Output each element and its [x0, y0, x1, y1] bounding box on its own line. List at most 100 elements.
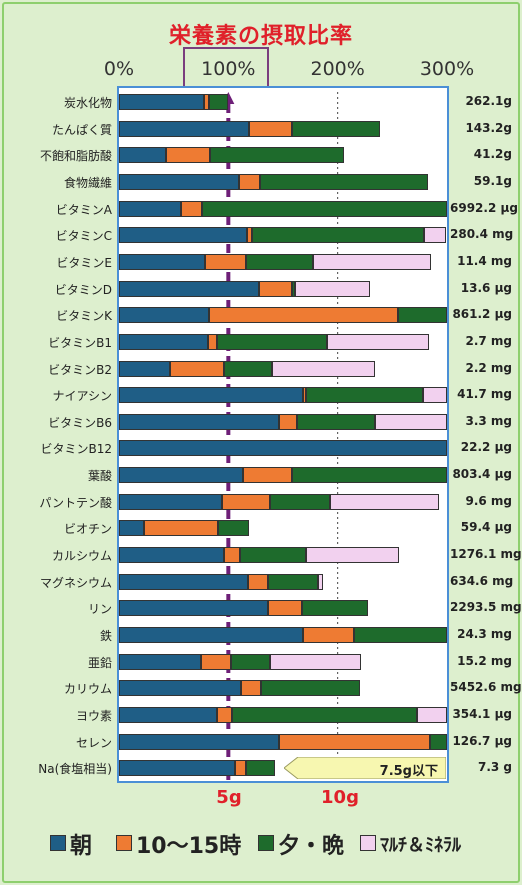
- x-tick-label: 200%: [310, 58, 365, 80]
- amount-label: 861.2 μg: [452, 307, 512, 322]
- bar-segment: [119, 413, 279, 430]
- bar-segment: [119, 760, 235, 777]
- bar-segment: [205, 253, 246, 270]
- amount-label: 354.1 μg: [452, 706, 512, 721]
- amount-label: 9.6 mg: [465, 493, 512, 508]
- amount-label: 1276.1 mg: [450, 547, 522, 562]
- bar-segment: [208, 94, 229, 110]
- category-label: 不飽和脂肪酸: [39, 149, 112, 164]
- amount-label: 3.3 mg: [465, 413, 512, 428]
- bar-segment: [291, 280, 295, 297]
- bar-segment: [354, 627, 447, 643]
- bar-segment: [234, 760, 246, 777]
- x-tick-label: 100%: [201, 58, 256, 80]
- category-label: 亜鉛: [87, 655, 112, 670]
- bar-segment: [119, 280, 259, 297]
- bar-segment: [252, 227, 425, 244]
- bar-segment: [202, 200, 447, 217]
- category-label: ビタミンA: [55, 202, 112, 217]
- bar-segment: [166, 147, 210, 164]
- bar-segment: [397, 307, 447, 324]
- bar-segment: [119, 680, 242, 697]
- amount-label: 24.3 mg: [457, 627, 512, 641]
- amount-label: 5452.6 mg: [450, 680, 522, 695]
- legend-label: 夕・晩: [278, 834, 345, 859]
- legend-swatch: [50, 835, 66, 851]
- category-label: カルシウム: [51, 549, 112, 564]
- bar-segment: [374, 413, 447, 430]
- category-label: 葉酸: [87, 469, 112, 484]
- bar-segment: [170, 360, 224, 377]
- bar-segment: [429, 733, 447, 750]
- bar-segment: [245, 253, 313, 270]
- category-label: ビタミンK: [56, 309, 112, 324]
- bar-segment: [201, 653, 231, 670]
- x-tick-label: 300%: [419, 58, 475, 80]
- gram-5-label: 5g: [216, 787, 242, 808]
- bar-segment: [305, 547, 399, 564]
- amount-label: 41.7 mg: [457, 387, 512, 402]
- bar-segment: [119, 227, 247, 244]
- amount-label: 126.7 μg: [452, 733, 512, 748]
- category-label: ビオチン: [63, 522, 112, 537]
- category-label: ビタミンB1: [48, 335, 112, 350]
- bar-segment: [217, 333, 327, 350]
- legend-swatch: [360, 835, 376, 851]
- x-tick-label: 0%: [103, 58, 135, 80]
- bar-segment: [249, 120, 292, 137]
- bar-segment: [240, 547, 306, 564]
- bar-segment: [424, 227, 446, 244]
- amount-label: 11.4 mg: [457, 253, 512, 268]
- bar-segment: [221, 493, 270, 510]
- bar-segment: [119, 173, 240, 190]
- bar-segment: [223, 547, 241, 564]
- category-label: セレン: [75, 735, 112, 750]
- category-label: カリウム: [63, 682, 112, 697]
- bar-segment: [297, 413, 375, 430]
- category-label: ナイアシン: [52, 389, 112, 404]
- bar-segment: [119, 120, 250, 137]
- chart-title: 栄養素の摂取比率: [168, 24, 353, 49]
- bar-segment: [317, 573, 324, 590]
- amount-label: 280.4 mg: [450, 227, 514, 242]
- category-label: 炭水化物: [63, 96, 112, 110]
- bar-segment: [267, 600, 302, 617]
- bar-segment: [119, 547, 224, 564]
- bar-segment: [258, 280, 292, 297]
- amount-label: 634.6 mg: [450, 573, 514, 588]
- bar-segment: [291, 120, 381, 137]
- bar-segment: [119, 200, 182, 217]
- bar-segment: [278, 733, 430, 750]
- amount-label: 22.2 μg: [460, 440, 512, 455]
- amount-label: 59.1g: [473, 173, 512, 188]
- plot-area: [117, 86, 449, 783]
- category-label: ヨウ素: [75, 708, 112, 723]
- bar-segment: [302, 387, 306, 404]
- amount-label: 2293.5 mg: [450, 600, 522, 615]
- bar-segment: [241, 680, 262, 697]
- bar-segment: [119, 653, 201, 670]
- bar-segment: [119, 440, 447, 457]
- bar-segment: [119, 573, 248, 590]
- bar-segment: [246, 227, 253, 244]
- legend: 朝 10～15時 夕・晩 ﾏﾙﾁ＆ﾐﾈﾗﾙ: [0, 822, 522, 862]
- bar-segment: [119, 706, 218, 723]
- bar-segment: [119, 467, 243, 484]
- amount-label: 41.2g: [473, 147, 512, 162]
- bar-segment: [231, 706, 418, 723]
- bar-segment: [278, 413, 298, 430]
- category-label: 鉄: [99, 629, 112, 643]
- bar-segment: [119, 733, 279, 750]
- bar-segment: [209, 147, 345, 164]
- bar-segment: [302, 627, 355, 643]
- bar-segment: [267, 573, 318, 590]
- bar-segment: [119, 387, 303, 404]
- category-label: ビタミンE: [56, 255, 112, 270]
- bar-segment: [119, 253, 206, 270]
- bar-segment: [301, 600, 369, 617]
- bar-segment: [208, 307, 398, 324]
- amount-label: 2.7 mg: [465, 333, 512, 348]
- bar-segment: [223, 360, 273, 377]
- bar-segment: [312, 253, 431, 270]
